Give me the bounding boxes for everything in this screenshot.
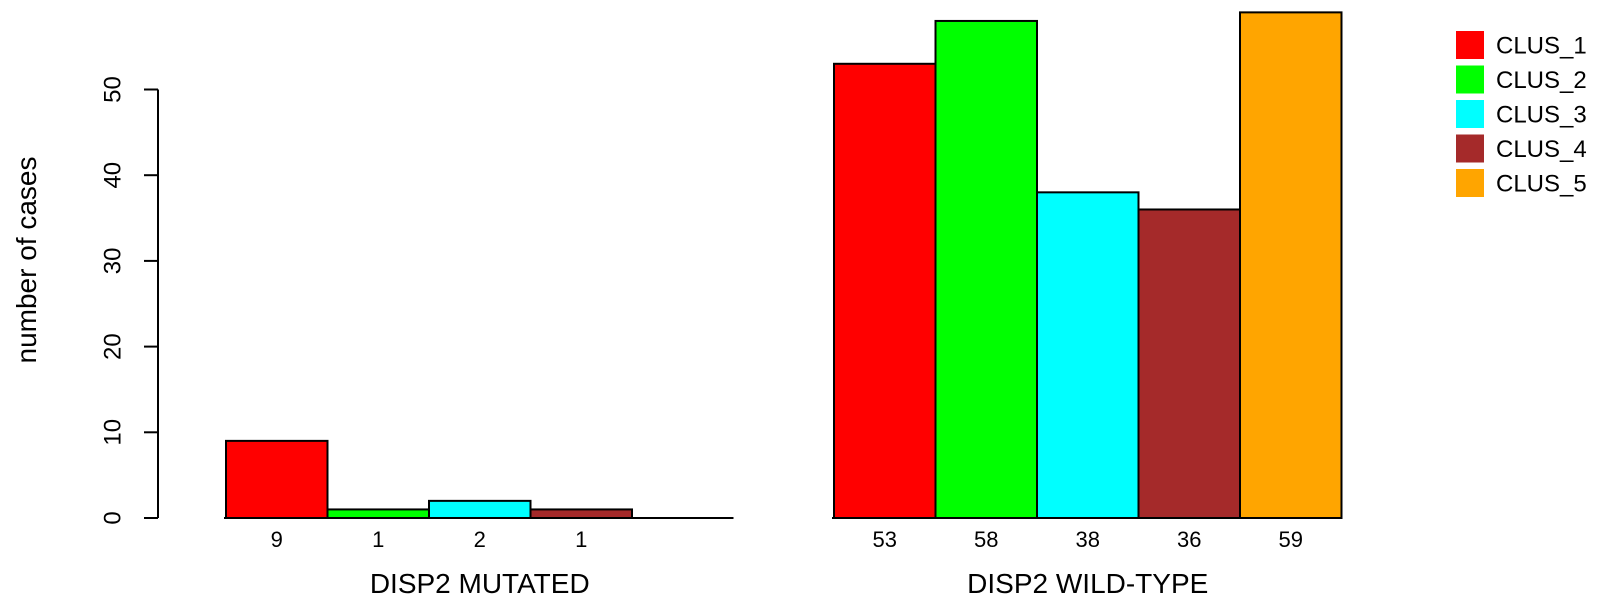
- y-axis-title: number of cases: [11, 157, 42, 364]
- bar: [834, 64, 936, 518]
- group-label: DISP2 WILD-TYPE: [967, 568, 1208, 599]
- bar-value-label: 36: [1177, 527, 1201, 552]
- bar: [1139, 209, 1241, 518]
- y-tick-label: 0: [99, 511, 126, 524]
- bar-value-label: 2: [474, 527, 486, 552]
- bar-value-label: 59: [1279, 527, 1303, 552]
- y-tick-label: 40: [99, 162, 126, 189]
- legend-label: CLUS_2: [1496, 67, 1587, 94]
- bar: [531, 509, 633, 518]
- legend-label: CLUS_3: [1496, 101, 1587, 128]
- y-tick-label: 10: [99, 419, 126, 446]
- group-label: DISP2 MUTATED: [370, 568, 590, 599]
- bars: 9 1 2 1 53 58 38 36 59: [226, 12, 1342, 552]
- legend-label: CLUS_4: [1496, 136, 1587, 163]
- bar-value-label: 1: [372, 527, 384, 552]
- bar: [328, 509, 430, 518]
- legend-swatch: [1456, 169, 1484, 197]
- bar: [226, 441, 328, 518]
- bar: [1037, 192, 1139, 518]
- y-axis: 0 10 20 30 40 50: [99, 76, 158, 525]
- y-tick-label: 20: [99, 333, 126, 360]
- legend-label: CLUS_5: [1496, 170, 1587, 197]
- legend-swatch: [1456, 135, 1484, 163]
- legend-swatch: [1456, 100, 1484, 128]
- legend-swatch: [1456, 66, 1484, 94]
- group-axes: DISP2 MUTATED DISP2 WILD-TYPE: [224, 518, 1342, 599]
- legend-label: CLUS_1: [1496, 32, 1587, 59]
- legend-swatch: [1456, 31, 1484, 59]
- bar: [936, 21, 1038, 518]
- bar-value-label: 38: [1076, 527, 1100, 552]
- bar-value-label: 53: [873, 527, 897, 552]
- bar-value-label: 9: [271, 527, 283, 552]
- y-tick-label: 50: [99, 76, 126, 103]
- bar-value-label: 58: [974, 527, 998, 552]
- bar: [429, 501, 531, 518]
- y-tick-label: 30: [99, 248, 126, 275]
- bar: [1240, 12, 1342, 518]
- legend: CLUS_1 CLUS_2 CLUS_3 CLUS_4 CLUS_5: [1456, 31, 1587, 197]
- bar-value-label: 1: [575, 527, 587, 552]
